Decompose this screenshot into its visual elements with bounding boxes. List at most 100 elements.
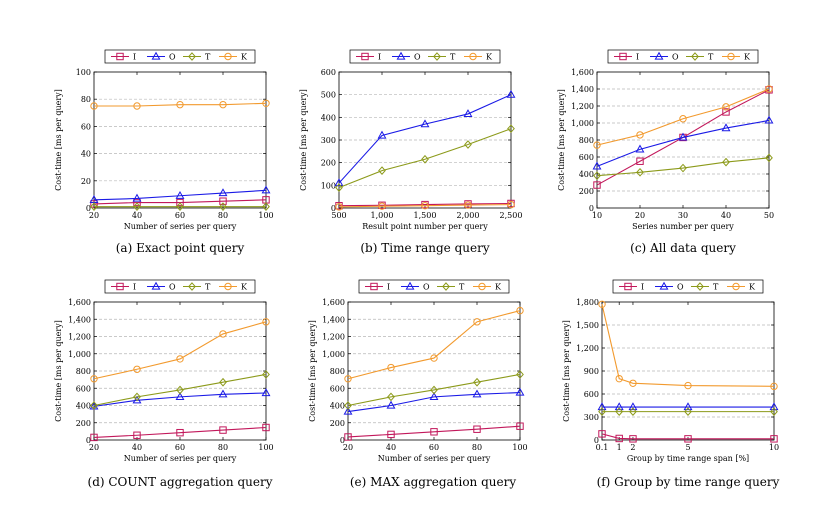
legend bbox=[104, 279, 256, 294]
legend-label-T: T bbox=[708, 53, 714, 62]
x-tick-label: 30 bbox=[678, 211, 688, 220]
series-line-K bbox=[347, 310, 521, 380]
x-tick-label: 40 bbox=[132, 443, 142, 452]
y-tick-label: 400 bbox=[321, 113, 336, 122]
data-point-T bbox=[176, 385, 184, 395]
data-point-I bbox=[770, 435, 778, 443]
legend bbox=[607, 49, 759, 64]
x-tick-label: 40 bbox=[386, 443, 396, 452]
x-axis-label: Series number per query bbox=[632, 222, 734, 231]
y-tick-label: 1,500 bbox=[576, 321, 599, 330]
legend-marker-K bbox=[224, 52, 232, 61]
legend-marker-T bbox=[696, 282, 704, 291]
series-line-T bbox=[93, 373, 267, 407]
series-line-T bbox=[338, 128, 512, 189]
data-point-T bbox=[219, 202, 227, 211]
data-point-I bbox=[636, 157, 644, 165]
data-point-K bbox=[507, 200, 515, 209]
data-point-T bbox=[90, 401, 98, 410]
x-tick-label: 60 bbox=[175, 443, 185, 452]
data-point-K bbox=[593, 141, 601, 149]
legend-label-I: I bbox=[636, 53, 639, 62]
legend-label-I: I bbox=[387, 283, 390, 292]
data-point-K bbox=[262, 99, 270, 107]
x-tick-label: 100 bbox=[258, 211, 273, 220]
y-tick-label: 0 bbox=[340, 436, 345, 445]
legend-label-T: T bbox=[713, 283, 719, 292]
data-point-O bbox=[764, 115, 774, 124]
data-point-K bbox=[219, 100, 227, 109]
legend-label-T: T bbox=[205, 283, 211, 292]
data-point-O bbox=[334, 178, 344, 187]
data-point-O bbox=[506, 89, 516, 98]
data-point-T bbox=[722, 157, 730, 167]
y-tick-label: 200 bbox=[76, 419, 91, 428]
y-tick-label: 600 bbox=[584, 390, 599, 399]
data-point-I bbox=[684, 435, 692, 443]
chart-caption: (e) MAX aggregation query bbox=[350, 475, 516, 489]
data-point-T bbox=[176, 202, 184, 211]
data-point-O bbox=[721, 123, 731, 132]
legend-label-K: K bbox=[241, 283, 248, 292]
y-tick-label: 600 bbox=[579, 153, 594, 162]
legend-marker-K bbox=[732, 282, 740, 291]
y-tick-label: 800 bbox=[330, 367, 345, 376]
y-tick-label: 400 bbox=[579, 170, 594, 179]
chart-2: 0 100 200 300 400 500 600 500 1,000 1,500 2,000 2,5… bbox=[299, 49, 522, 255]
data-point-T bbox=[133, 202, 141, 211]
chart-caption: (c) All data query bbox=[630, 241, 736, 255]
data-point-O bbox=[175, 190, 185, 199]
legend-label-I: I bbox=[378, 53, 381, 62]
x-tick-label: 40 bbox=[132, 211, 142, 220]
x-tick-label: 100 bbox=[512, 443, 527, 452]
y-tick-label: 100 bbox=[76, 68, 91, 77]
x-tick-label: 1,500 bbox=[414, 211, 437, 220]
y-axis-label: Cost-time [ms per query] bbox=[562, 320, 571, 422]
data-point-O bbox=[132, 193, 142, 202]
legend-marker-K bbox=[478, 282, 486, 291]
data-point-O bbox=[769, 402, 779, 411]
data-point-K bbox=[176, 355, 184, 363]
legend-label-K: K bbox=[744, 53, 751, 62]
series-line-I bbox=[338, 202, 512, 207]
data-point-K bbox=[516, 306, 524, 315]
data-point-K bbox=[133, 365, 141, 373]
legend bbox=[104, 49, 256, 64]
data-point-O bbox=[592, 161, 602, 170]
legend-label-O: O bbox=[169, 283, 176, 292]
data-point-I bbox=[176, 428, 184, 437]
data-point-K bbox=[421, 202, 429, 210]
y-tick-label: 200 bbox=[579, 187, 594, 196]
legend-marker-T bbox=[433, 52, 441, 61]
y-tick-label: 1,400 bbox=[322, 315, 345, 324]
x-tick-label: 60 bbox=[175, 211, 185, 220]
data-point-I bbox=[176, 198, 184, 207]
legend-marker-K bbox=[727, 52, 735, 61]
data-point-K bbox=[430, 354, 438, 362]
data-point-O bbox=[261, 388, 271, 397]
y-tick-label: 20 bbox=[81, 177, 91, 186]
legend bbox=[349, 49, 501, 64]
data-point-T bbox=[770, 407, 778, 416]
chart-caption: (b) Time range query bbox=[360, 241, 489, 255]
x-axis-label: Number of series per query bbox=[124, 222, 237, 231]
y-tick-label: 0 bbox=[331, 204, 336, 213]
data-point-I bbox=[262, 423, 270, 432]
series-line-I bbox=[347, 425, 521, 438]
data-point-T bbox=[636, 167, 644, 177]
series-line-I bbox=[93, 426, 267, 438]
chart-caption: (a) Exact point query bbox=[116, 241, 245, 255]
y-tick-label: 400 bbox=[76, 402, 91, 411]
data-point-O bbox=[597, 402, 607, 411]
data-point-K bbox=[176, 100, 184, 109]
x-tick-label: 10 bbox=[769, 443, 779, 452]
data-point-K bbox=[629, 379, 637, 387]
data-point-K bbox=[262, 318, 270, 326]
data-point-O bbox=[420, 119, 430, 128]
chart-caption: (d) COUNT aggregation query bbox=[88, 475, 273, 489]
data-point-T bbox=[473, 377, 481, 387]
series-line-O bbox=[93, 392, 267, 407]
legend-marker-T bbox=[691, 52, 699, 61]
legend-marker-I bbox=[370, 282, 378, 291]
data-point-K bbox=[464, 201, 472, 209]
